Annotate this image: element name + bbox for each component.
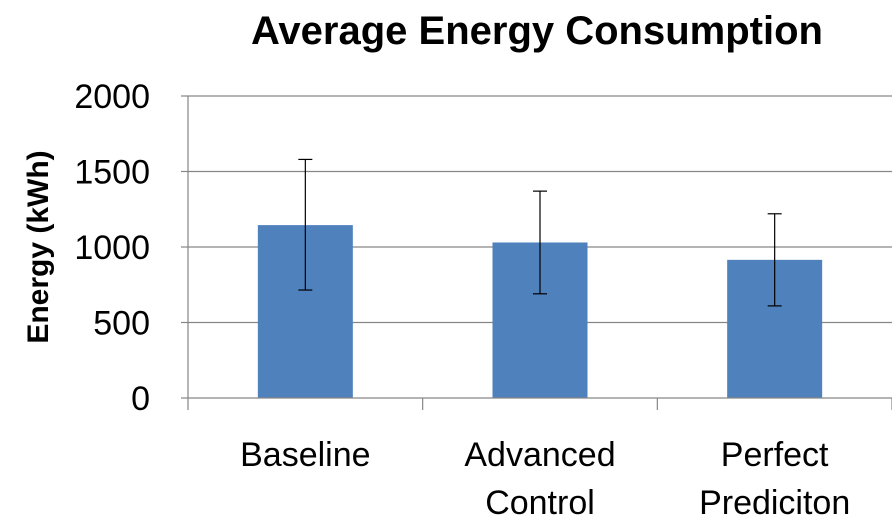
axes	[181, 95, 892, 410]
y-tick-label: 1500	[74, 154, 150, 192]
y-tick-label: 0	[131, 380, 150, 418]
x-category-label: Perfect	[721, 436, 829, 474]
x-category-label: Baseline	[240, 436, 370, 474]
chart-title: Average Energy Consumption	[251, 9, 823, 53]
y-tick-label: 2000	[74, 78, 150, 116]
x-category-label: Advanced	[464, 436, 615, 474]
x-category-labels: Baseline Advanced Control Perfect Prediciton	[240, 436, 850, 522]
y-tick-labels: 0 500 1000 1500 2000	[74, 78, 150, 418]
x-category-label: Control	[485, 484, 595, 522]
y-tick-label: 500	[93, 305, 150, 343]
error-bars	[298, 158, 782, 307]
x-category-label: Prediciton	[699, 484, 850, 522]
y-axis-title: Energy (kWh)	[22, 150, 55, 343]
y-tick-label: 1000	[74, 229, 150, 267]
